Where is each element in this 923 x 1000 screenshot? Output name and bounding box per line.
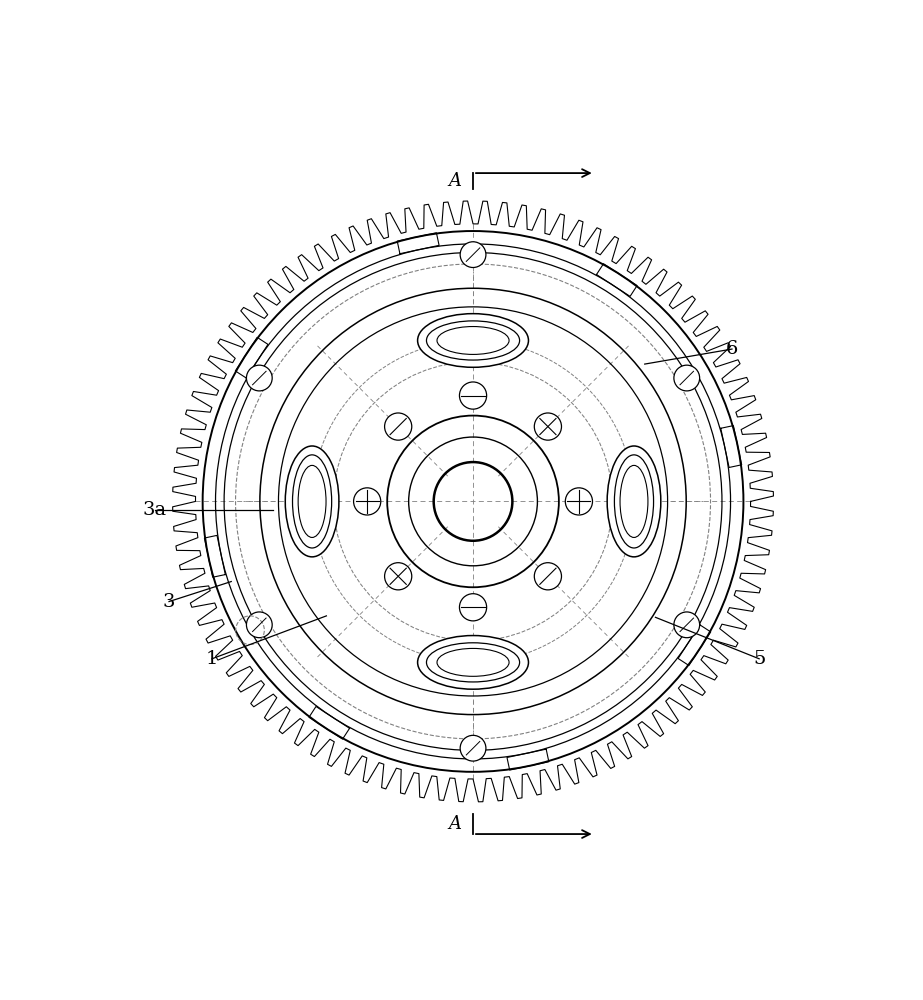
Ellipse shape bbox=[426, 321, 520, 360]
Ellipse shape bbox=[620, 465, 648, 537]
Circle shape bbox=[534, 413, 561, 440]
Circle shape bbox=[460, 594, 486, 621]
Circle shape bbox=[460, 382, 486, 409]
Circle shape bbox=[385, 413, 412, 440]
Circle shape bbox=[565, 488, 593, 515]
Ellipse shape bbox=[417, 636, 529, 689]
Text: 5: 5 bbox=[753, 650, 765, 668]
Circle shape bbox=[461, 242, 485, 268]
Ellipse shape bbox=[417, 314, 529, 367]
Ellipse shape bbox=[285, 446, 339, 557]
Circle shape bbox=[246, 612, 272, 638]
Ellipse shape bbox=[437, 648, 509, 676]
Circle shape bbox=[246, 365, 272, 391]
Text: 3a: 3a bbox=[143, 501, 167, 519]
Text: A: A bbox=[449, 172, 462, 190]
Circle shape bbox=[385, 563, 412, 590]
Ellipse shape bbox=[615, 455, 653, 548]
Text: A: A bbox=[449, 815, 462, 833]
Ellipse shape bbox=[426, 643, 520, 682]
Text: 1: 1 bbox=[206, 650, 218, 668]
Circle shape bbox=[461, 735, 485, 761]
Circle shape bbox=[354, 488, 381, 515]
Ellipse shape bbox=[298, 465, 326, 537]
Text: 3: 3 bbox=[162, 593, 175, 611]
Circle shape bbox=[674, 365, 700, 391]
Ellipse shape bbox=[437, 327, 509, 354]
Ellipse shape bbox=[607, 446, 661, 557]
Circle shape bbox=[674, 612, 700, 638]
Text: 6: 6 bbox=[725, 340, 738, 358]
Circle shape bbox=[534, 563, 561, 590]
Ellipse shape bbox=[293, 455, 331, 548]
